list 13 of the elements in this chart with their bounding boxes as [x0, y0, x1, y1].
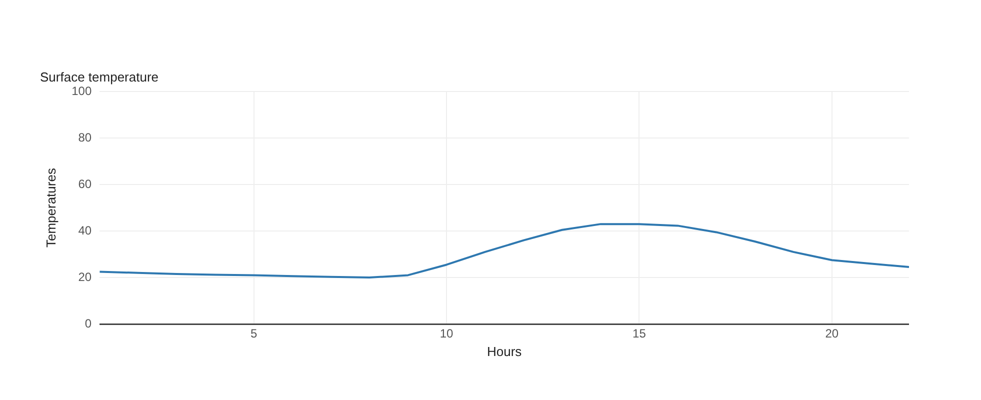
y-tick-label: 100 — [72, 84, 92, 98]
x-tick-label: 20 — [825, 326, 839, 341]
y-tick-label: 40 — [78, 223, 92, 238]
y-tick-label: 20 — [78, 270, 92, 284]
y-tick-label: 0 — [84, 316, 92, 330]
x-axis-title: Hours — [486, 344, 522, 359]
y-tick-label: 60 — [78, 176, 92, 191]
x-tick-label: 15 — [632, 326, 646, 341]
x-tick-label: 10 — [440, 326, 454, 341]
y-axis-title: Temperatures — [43, 168, 58, 248]
y-tick-label: 80 — [78, 130, 92, 144]
chart-title: Surface temperature — [40, 69, 159, 84]
x-tick-label: 5 — [250, 326, 258, 341]
